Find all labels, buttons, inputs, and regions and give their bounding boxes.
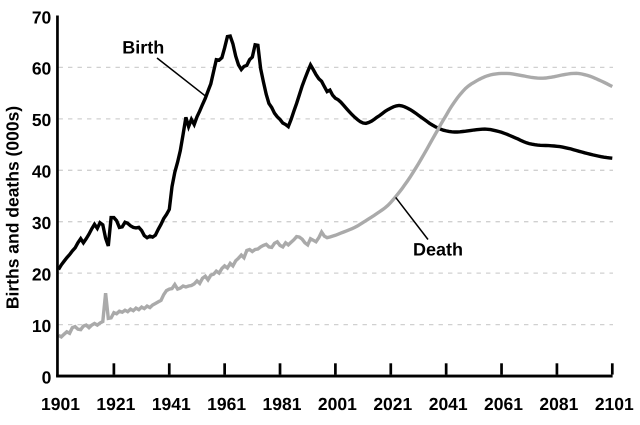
svg-text:70: 70 (32, 7, 52, 27)
svg-text:1921: 1921 (96, 394, 135, 414)
svg-text:2041: 2041 (429, 394, 468, 414)
svg-text:2001: 2001 (318, 394, 357, 414)
svg-text:30: 30 (32, 213, 52, 233)
svg-text:Birth: Birth (122, 37, 164, 57)
svg-text:50: 50 (32, 110, 52, 130)
svg-text:1981: 1981 (263, 394, 302, 414)
svg-text:10: 10 (32, 316, 52, 336)
svg-text:2101: 2101 (595, 394, 634, 414)
svg-text:60: 60 (32, 59, 52, 79)
svg-text:40: 40 (32, 162, 52, 182)
svg-text:20: 20 (32, 264, 52, 284)
svg-text:Births and deaths (000s): Births and deaths (000s) (3, 106, 23, 309)
svg-text:0: 0 (42, 367, 52, 387)
svg-text:2081: 2081 (539, 394, 578, 414)
svg-text:2061: 2061 (484, 394, 523, 414)
svg-text:1961: 1961 (207, 394, 246, 414)
svg-text:2021: 2021 (373, 394, 412, 414)
svg-text:1901: 1901 (41, 394, 80, 414)
svg-text:1941: 1941 (152, 394, 191, 414)
svg-text:Death: Death (413, 240, 463, 260)
